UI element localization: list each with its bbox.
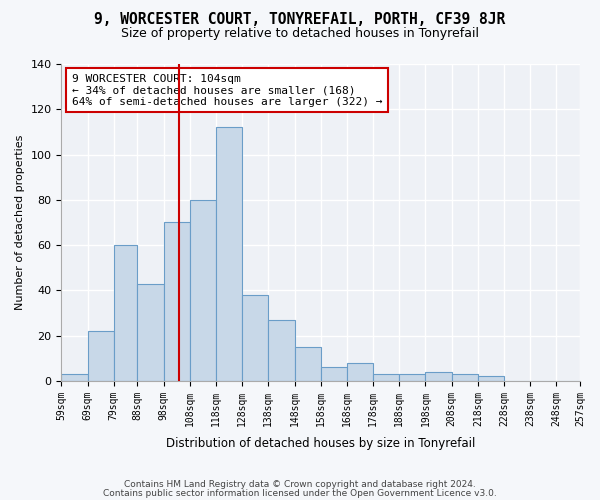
Y-axis label: Number of detached properties: Number of detached properties <box>15 135 25 310</box>
Text: 9 WORCESTER COURT: 104sqm
← 34% of detached houses are smaller (168)
64% of semi: 9 WORCESTER COURT: 104sqm ← 34% of detac… <box>72 74 382 106</box>
Bar <box>114 245 137 381</box>
Bar <box>137 284 164 381</box>
Bar <box>216 128 242 381</box>
Bar <box>61 374 88 381</box>
X-axis label: Distribution of detached houses by size in Tonyrefail: Distribution of detached houses by size … <box>166 437 475 450</box>
Bar <box>425 372 452 381</box>
Text: Contains HM Land Registry data © Crown copyright and database right 2024.: Contains HM Land Registry data © Crown c… <box>124 480 476 489</box>
Bar <box>347 363 373 381</box>
Bar <box>295 347 321 381</box>
Bar <box>88 331 114 381</box>
Text: 9, WORCESTER COURT, TONYREFAIL, PORTH, CF39 8JR: 9, WORCESTER COURT, TONYREFAIL, PORTH, C… <box>94 12 506 28</box>
Bar <box>242 295 268 381</box>
Bar <box>478 376 504 381</box>
Bar <box>373 374 399 381</box>
Bar <box>452 374 478 381</box>
Bar <box>164 222 190 381</box>
Text: Size of property relative to detached houses in Tonyrefail: Size of property relative to detached ho… <box>121 28 479 40</box>
Bar <box>321 368 347 381</box>
Bar <box>399 374 425 381</box>
Text: Contains public sector information licensed under the Open Government Licence v3: Contains public sector information licen… <box>103 488 497 498</box>
Bar <box>268 320 295 381</box>
Bar <box>190 200 216 381</box>
